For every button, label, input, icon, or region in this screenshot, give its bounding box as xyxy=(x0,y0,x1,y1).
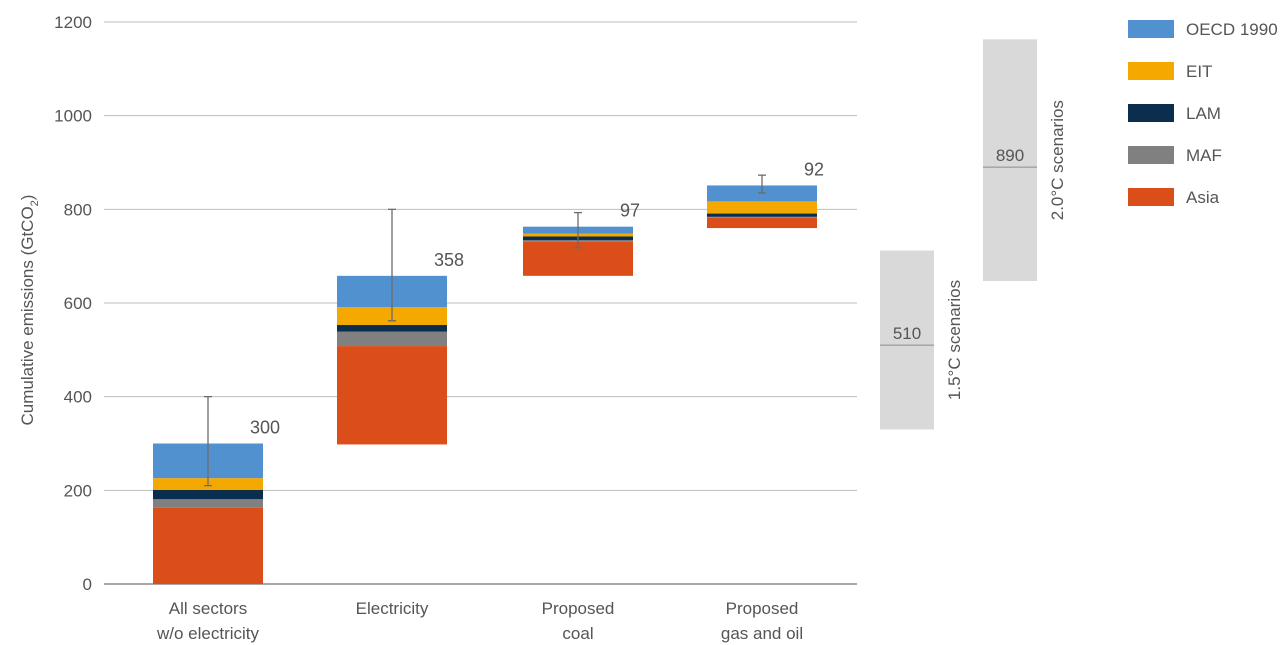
scenario-label: 2.0°C scenarios xyxy=(1048,100,1067,220)
bar-total-label: 97 xyxy=(620,201,640,221)
bar-segment-asia xyxy=(153,507,263,584)
scenario-range-band xyxy=(983,39,1037,281)
scenario-value-label: 510 xyxy=(893,324,921,343)
category-label: Proposed xyxy=(726,599,799,618)
legend-label: Asia xyxy=(1186,188,1220,207)
category-label: coal xyxy=(562,624,593,643)
legend-swatch-oecd-1990 xyxy=(1128,20,1174,38)
legend-swatch-eit xyxy=(1128,62,1174,80)
legend-label: LAM xyxy=(1186,104,1221,123)
category-label: gas and oil xyxy=(721,624,803,643)
scenario-range-band xyxy=(880,250,934,430)
legend-swatch-lam xyxy=(1128,104,1174,122)
scenario-ranges: 510 1.5°C scenarios 890 2.0°C scenarios xyxy=(880,39,1067,430)
y-tick-label: 600 xyxy=(64,294,92,313)
y-tick-label: 800 xyxy=(64,200,92,219)
bar-segment-maf xyxy=(153,499,263,508)
bar-segment-maf xyxy=(707,216,817,218)
category-label: Electricity xyxy=(356,599,429,618)
bar-total-label: 358 xyxy=(434,250,464,270)
legend-swatch-maf xyxy=(1128,146,1174,164)
y-tick-label: 0 xyxy=(83,575,92,594)
legend-label: EIT xyxy=(1186,62,1212,81)
bar-segment-asia xyxy=(337,346,447,445)
legend-label: MAF xyxy=(1186,146,1222,165)
bar-segment-maf xyxy=(337,331,447,347)
bar-segment-eit xyxy=(707,201,817,214)
legend: OECD 1990 EIT LAM MAF Asia xyxy=(1128,20,1278,207)
y-tick-label: 1200 xyxy=(54,13,92,32)
category-label: All sectors xyxy=(169,599,247,618)
y-tick-label: 400 xyxy=(64,388,92,407)
scenario-value-label: 890 xyxy=(996,146,1024,165)
category-label: w/o electricity xyxy=(156,624,260,643)
legend-label: OECD 1990 xyxy=(1186,20,1278,39)
bar-segment-asia xyxy=(707,217,817,229)
category-labels: All sectors w/o electricity Electricity Pro… xyxy=(156,599,803,643)
legend-swatch-asia xyxy=(1128,188,1174,206)
y-tick-label: 1000 xyxy=(54,107,92,126)
bar-segment-lam xyxy=(707,213,817,217)
bar-total-label: 300 xyxy=(250,418,280,438)
scenario-label: 1.5°C scenarios xyxy=(945,280,964,400)
bar-total-label: 92 xyxy=(804,159,824,179)
bar-segment-lam xyxy=(337,325,447,332)
bar-segment-lam xyxy=(153,489,263,500)
stacked-bars: 300 358 97 92 xyxy=(153,159,824,584)
category-label: Proposed xyxy=(542,599,615,618)
y-axis-title-subscript: 2 xyxy=(29,200,41,206)
y-axis-ticks: 0 200 400 600 800 1000 1200 xyxy=(54,13,92,594)
y-axis-title: Cumulative emissions (GtCO2) xyxy=(18,195,41,426)
y-tick-label: 200 xyxy=(64,481,92,500)
